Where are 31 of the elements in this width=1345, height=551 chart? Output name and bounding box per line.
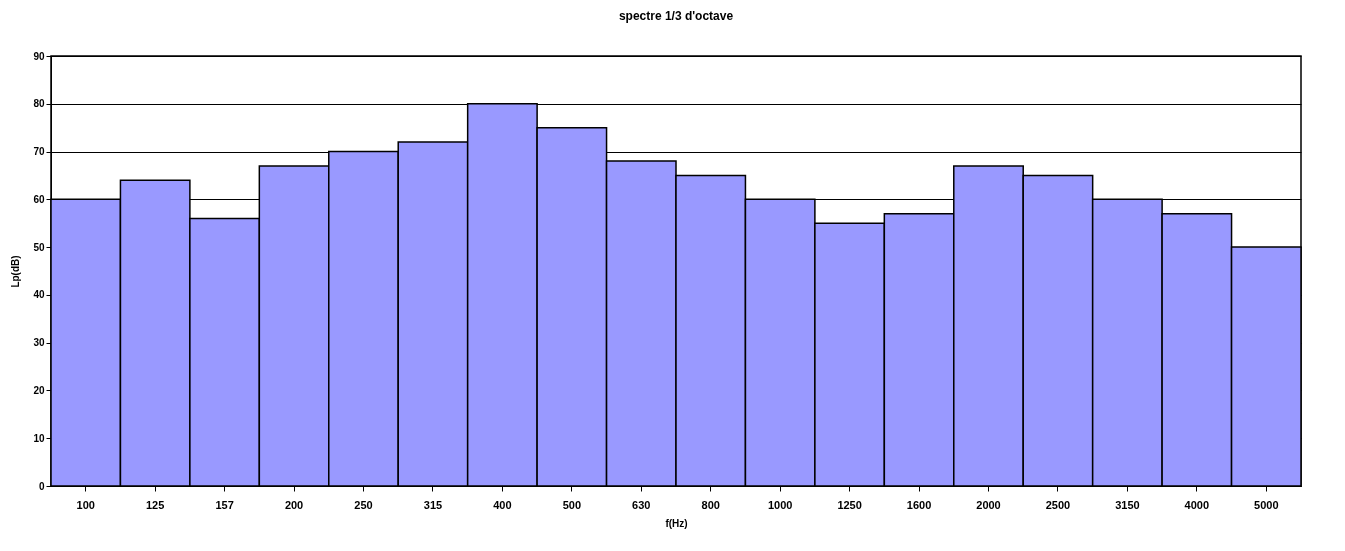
x-tick-label: 1250 bbox=[837, 498, 862, 511]
y-tick-label: 70 bbox=[33, 146, 45, 158]
y-tick-label: 80 bbox=[33, 98, 45, 110]
x-tick-label: 800 bbox=[701, 498, 720, 511]
x-tick-label: 200 bbox=[284, 498, 304, 511]
x-tick-label: 400 bbox=[493, 498, 512, 511]
x-tick-label: 2000 bbox=[976, 498, 1001, 511]
x-tick-label: 1600 bbox=[906, 498, 932, 511]
y-tick-label: 90 bbox=[33, 50, 45, 62]
x-axis-title: f(Hz) bbox=[665, 517, 688, 529]
y-tick-label: 20 bbox=[33, 384, 45, 396]
y-tick-label: 30 bbox=[33, 337, 45, 349]
x-tick-label: 315 bbox=[423, 498, 443, 511]
x-tick-label: 157 bbox=[215, 498, 234, 511]
y-tick-label: 40 bbox=[33, 289, 45, 301]
x-tick-label: 3150 bbox=[1115, 498, 1140, 511]
y-axis-title: Lp(dB) bbox=[10, 255, 22, 288]
x-tick-label: 5000 bbox=[1254, 498, 1279, 511]
x-tick-label: 4000 bbox=[1184, 498, 1210, 511]
x-tick-label: 2500 bbox=[1045, 498, 1071, 511]
x-tick-label: 125 bbox=[145, 498, 165, 511]
y-tick-label: 0 bbox=[38, 480, 45, 492]
chart-title: spectre 1/3 d'octave bbox=[618, 9, 734, 23]
x-tick-label: 100 bbox=[76, 498, 95, 511]
y-tick-label: 60 bbox=[33, 193, 45, 205]
y-tick-label: 50 bbox=[33, 241, 45, 253]
x-tick-label: 250 bbox=[354, 498, 373, 511]
y-tick-label: 10 bbox=[33, 432, 45, 444]
x-tick-label: 1000 bbox=[767, 498, 793, 511]
x-tick-label: 500 bbox=[562, 498, 582, 511]
x-tick-label: 630 bbox=[632, 498, 651, 511]
